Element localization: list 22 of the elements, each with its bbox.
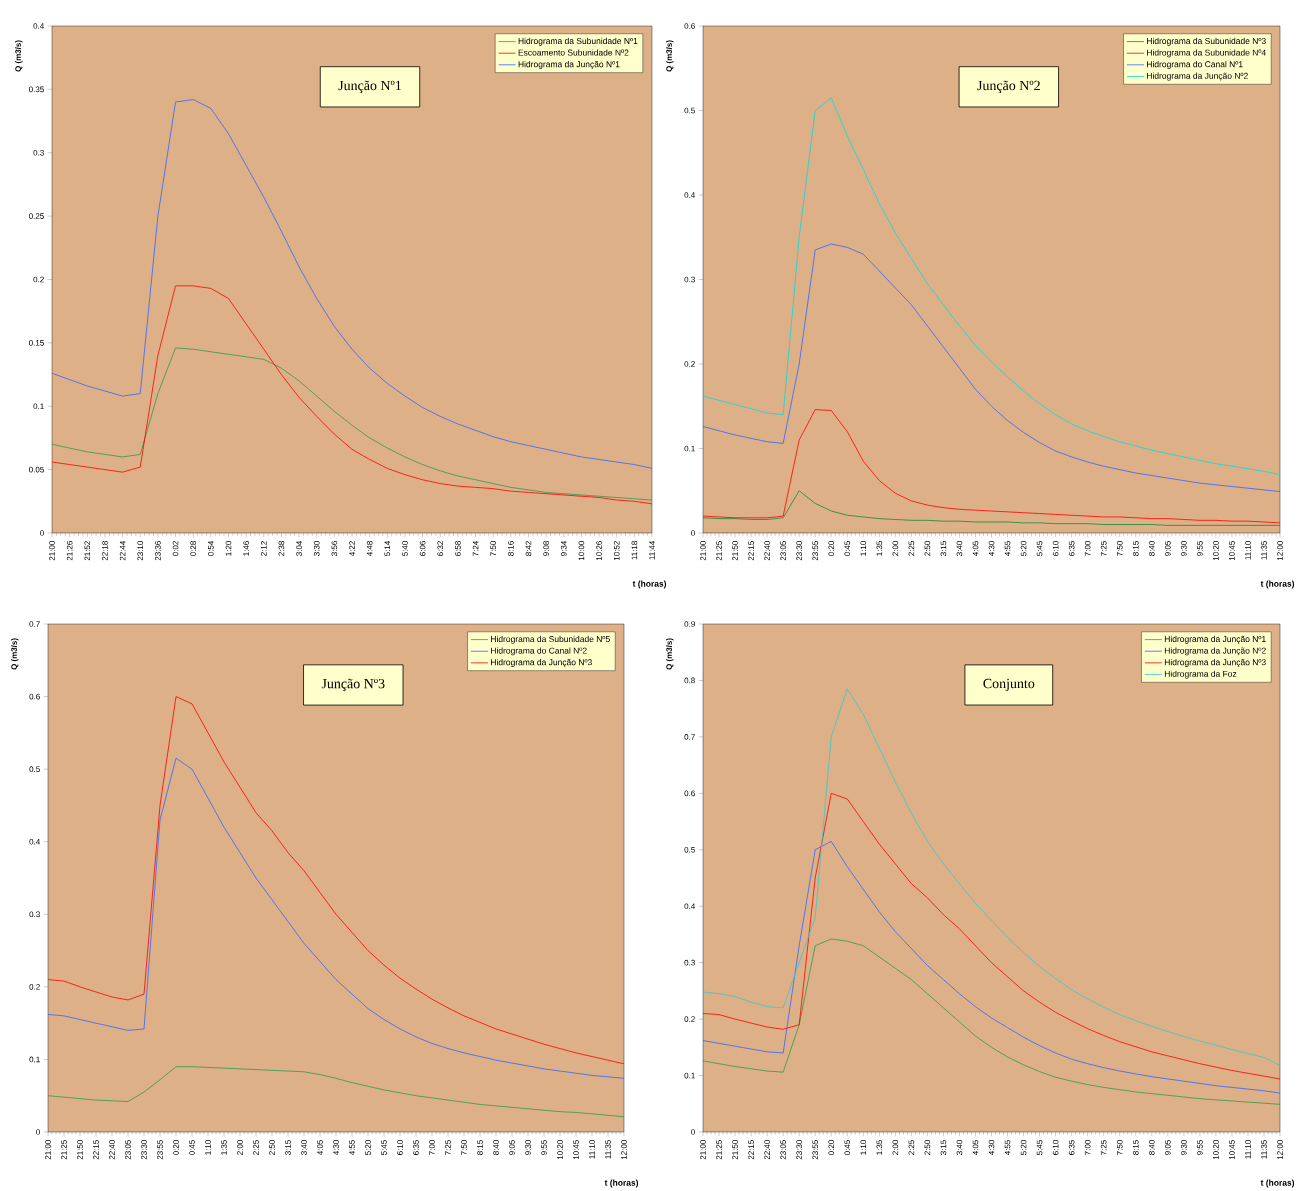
- legend-label: Hidrograma da Junção Nº1: [1164, 635, 1266, 644]
- legend-label: Hidrograma da Subunidade Nº1: [518, 37, 638, 46]
- x-axis-title: t (horas): [1260, 1179, 1295, 1188]
- legend-label: Hidrograma da Subunidade Nº5: [491, 635, 610, 644]
- x-axis-title: t (horas): [604, 1179, 639, 1188]
- legend-label: Hidrograma da Junção Nº3: [491, 659, 592, 667]
- legend-label: Hidrograma da Foz: [1164, 670, 1237, 679]
- legend-label: Hidrograma da Junção Nº1: [518, 61, 620, 69]
- text: Junção Nº2: [977, 80, 1040, 94]
- legend-label: Hidrograma do Canal Nº1: [1147, 61, 1243, 69]
- legend-label: Hidrograma da Subunidade Nº4: [1147, 49, 1266, 58]
- legend-label: Hidrograma do Canal Nº2: [491, 647, 587, 656]
- x-axis-title: t (horas): [632, 580, 667, 589]
- legend-label: Hidrograma da Subunidade Nº3: [1147, 37, 1266, 46]
- legend-label: Hidrograma da Junção Nº3: [1164, 659, 1266, 667]
- text: Junção Nº1: [338, 80, 401, 94]
- legend-label: Escoamento Subunidade Nº2: [518, 49, 629, 56]
- text: Conjunto: [983, 678, 1035, 692]
- legend-label: Hidrograma da Junção Nº2: [1164, 647, 1266, 656]
- legend-label: Hidrograma da Junção Nº2: [1147, 72, 1248, 81]
- text: Junção Nº3: [321, 678, 385, 692]
- x-axis-title: t (horas): [1260, 580, 1295, 589]
